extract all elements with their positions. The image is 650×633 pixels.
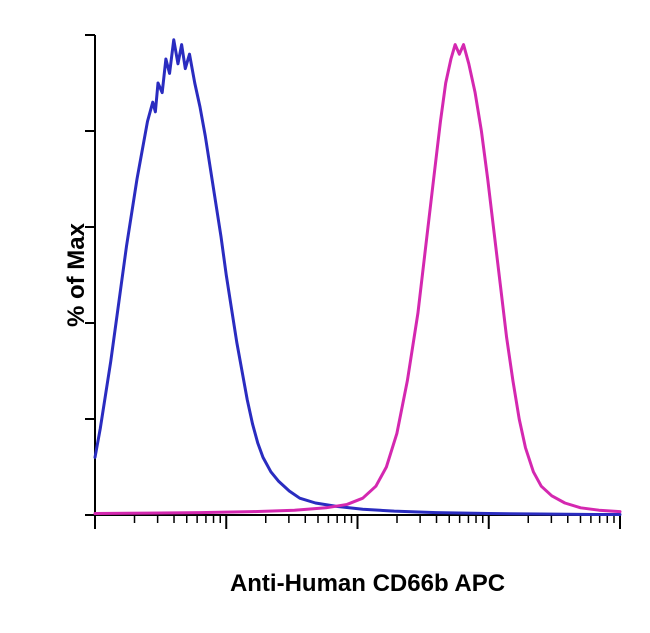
x-axis-label: Anti-Human CD66b APC [198, 570, 538, 598]
y-axis-label: % of Max [63, 215, 91, 335]
series-stained [95, 45, 620, 514]
plot-svg [0, 0, 650, 633]
series-control [95, 40, 620, 515]
chart-container: % of Max Anti-Human CD66b APC [0, 0, 650, 633]
